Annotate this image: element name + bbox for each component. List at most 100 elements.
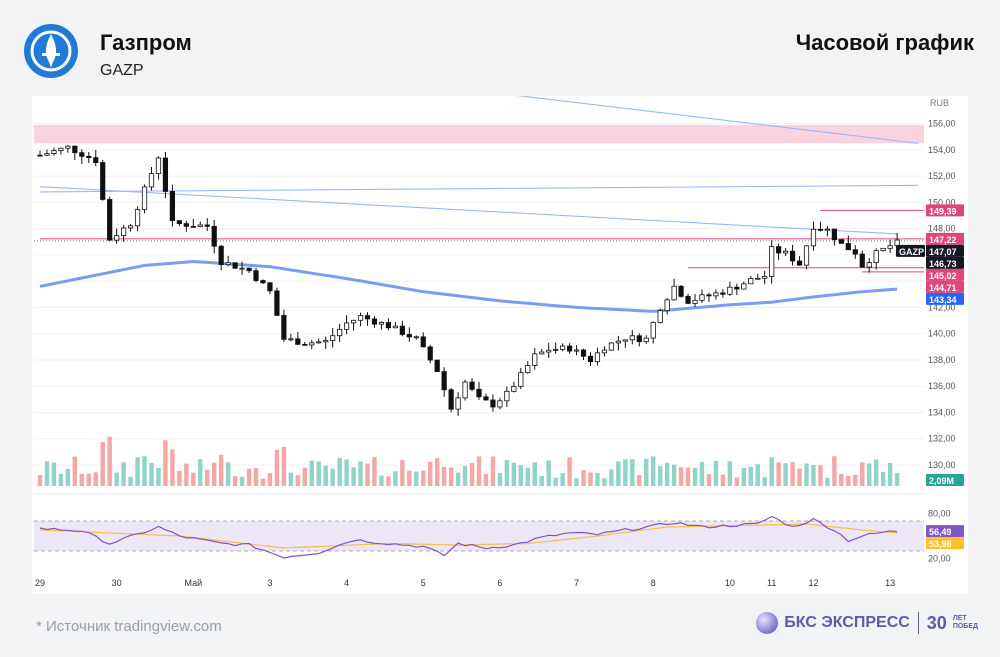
volume-bar <box>678 467 684 486</box>
sma-line <box>39 259 898 313</box>
price-badge: 147,07 <box>926 244 964 257</box>
ticker-symbol: GAZP <box>100 62 144 79</box>
y-tick-label: 136,00 <box>928 381 956 391</box>
candle-body <box>622 339 628 342</box>
candle <box>190 218 196 228</box>
volume-bar <box>825 477 830 486</box>
candle-body <box>803 245 810 266</box>
volume-bar <box>734 477 740 486</box>
volume-bar <box>400 460 405 486</box>
volume-bar <box>685 467 691 486</box>
volume-bar <box>128 476 133 486</box>
rsi-pane <box>34 493 924 559</box>
volume-bar <box>894 473 900 486</box>
volume-bar <box>393 471 398 486</box>
candle <box>441 367 447 397</box>
volume-bar <box>212 462 217 486</box>
candle-body <box>141 186 148 211</box>
candle <box>699 289 705 304</box>
candle <box>323 336 329 349</box>
candle-body <box>657 310 663 323</box>
candle-body <box>204 224 210 227</box>
candle-body <box>580 349 587 357</box>
volume-bar <box>490 456 496 486</box>
volume-bar <box>546 460 551 486</box>
volume-bar <box>86 473 91 486</box>
candle-body <box>692 299 698 304</box>
candle-body <box>601 349 608 354</box>
candle-body <box>330 335 336 341</box>
time-axis: 29 30 Май 3 4 5 6 7 8 10 11 12 13 <box>35 578 895 588</box>
volume-bar <box>497 473 503 486</box>
candle <box>371 316 378 328</box>
candle <box>796 256 803 266</box>
candle-body <box>121 227 127 237</box>
candle <box>260 279 266 285</box>
candle-body <box>58 147 64 152</box>
candle-body <box>699 294 705 301</box>
candle-body <box>560 345 566 350</box>
volume-bar <box>156 467 161 486</box>
volume-bar <box>114 472 119 486</box>
candle <box>93 149 99 167</box>
candle-body <box>532 353 538 366</box>
candle-body <box>720 292 726 295</box>
candle <box>134 206 141 232</box>
candle-body <box>246 267 252 272</box>
volume-bar <box>302 467 307 486</box>
candle <box>720 288 726 298</box>
candle <box>608 342 614 351</box>
x-tick-label: 11 <box>767 578 776 588</box>
candle <box>664 297 670 315</box>
volume-bar <box>692 467 698 486</box>
years-label-2: ПОБЕД <box>952 623 978 630</box>
candle <box>51 147 57 156</box>
candle <box>734 283 740 296</box>
candle <box>169 184 175 227</box>
volume-bar <box>811 464 816 486</box>
candle-body <box>671 285 677 301</box>
candle-body <box>817 228 824 231</box>
candle-body <box>211 225 217 247</box>
volume-bar <box>267 472 273 486</box>
volume-bar <box>149 463 154 486</box>
volume-bar <box>755 464 760 486</box>
candle <box>121 224 127 242</box>
grid <box>34 123 924 466</box>
candle-body <box>183 223 189 227</box>
x-tick-label: 10 <box>725 578 735 588</box>
volume-bar <box>832 456 837 486</box>
volume-bar <box>93 472 98 486</box>
volume-bar <box>344 459 349 486</box>
volume-bar <box>539 476 544 486</box>
candle-body <box>155 157 162 174</box>
candle <box>518 367 524 390</box>
volume-bar <box>581 470 586 486</box>
candle <box>748 275 754 285</box>
candle-body <box>566 345 573 352</box>
candle-body <box>706 294 712 297</box>
volume-bar <box>441 466 447 486</box>
volume-bar <box>191 472 196 486</box>
candle-body <box>385 322 392 329</box>
y-tick-label: 148,00 <box>928 224 956 234</box>
candle-body <box>455 397 461 410</box>
volume-bar <box>79 473 85 486</box>
candle-body <box>789 250 796 262</box>
candle <box>615 335 621 351</box>
volume-bar <box>511 462 517 486</box>
candle-body <box>406 334 412 338</box>
candle-body <box>344 322 350 330</box>
candle <box>72 145 78 161</box>
rsi-badge: 56,49 <box>926 525 964 538</box>
price-chart[interactable]: RUB156,00154,00152,00150,00148,00146,001… <box>32 77 968 594</box>
candle-body <box>546 349 552 353</box>
candle <box>741 281 747 290</box>
candle <box>504 386 510 408</box>
volume-bar <box>407 470 412 486</box>
years-number: 30 <box>926 612 947 633</box>
candle <box>288 333 294 342</box>
bcs-orb-icon <box>756 612 779 634</box>
candle <box>176 220 182 227</box>
candle-body <box>880 247 886 252</box>
